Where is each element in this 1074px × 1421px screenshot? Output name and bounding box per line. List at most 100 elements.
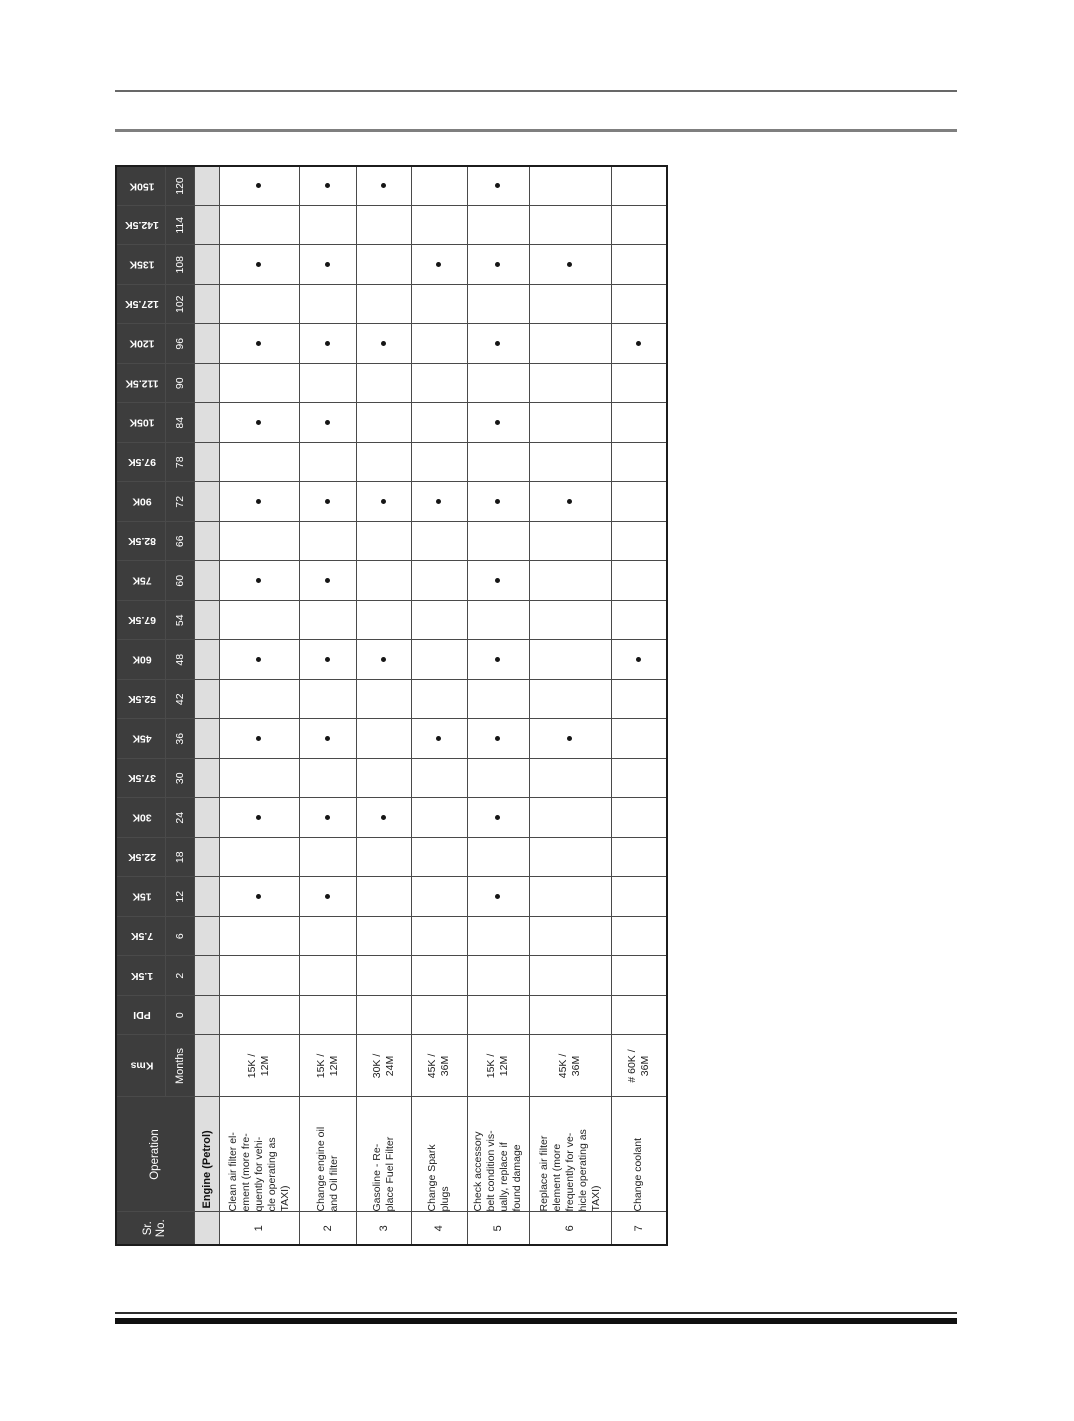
top-rule-1 <box>115 90 957 92</box>
schedule-cell <box>356 166 411 206</box>
schedule-cell <box>219 719 299 759</box>
schedule-cell <box>611 166 667 206</box>
schedule-cell <box>411 245 467 285</box>
schedule-cell <box>529 403 611 443</box>
kms-header-text: 67.5K <box>127 614 156 627</box>
schedule-cell <box>356 284 411 324</box>
kms-header-cell: 67.5K <box>116 600 165 640</box>
schedule-cell <box>299 166 356 206</box>
kms-header-text: 22.5K <box>127 851 156 864</box>
schedule-cell <box>611 482 667 522</box>
service-dot-icon <box>495 341 501 347</box>
schedule-cell <box>299 284 356 324</box>
service-dot-icon <box>380 657 386 663</box>
schedule-cell <box>219 245 299 285</box>
frequency-cell: 15K / 12M <box>467 1035 529 1097</box>
months-header-cell: 84 <box>165 403 194 443</box>
schedule-cell <box>529 719 611 759</box>
operation-cell: Change coolant <box>611 1097 667 1212</box>
section-schedule-spacer <box>194 482 219 522</box>
service-dot-icon <box>495 894 501 900</box>
schedule-cell <box>219 956 299 996</box>
schedule-cell <box>611 363 667 403</box>
schedule-cell <box>611 995 667 1035</box>
kms-header-text: 15K <box>132 890 152 903</box>
service-dot-icon <box>436 499 442 505</box>
service-dot-icon <box>256 578 262 584</box>
service-dot-icon <box>495 578 501 584</box>
service-dot-icon <box>495 736 501 742</box>
sr-number-cell: 1 <box>219 1212 299 1245</box>
schedule-cell <box>219 521 299 561</box>
section-schedule-spacer <box>194 205 219 245</box>
service-dot-icon <box>495 420 501 426</box>
rotated-table-area: Sr. No. Operation Kms PDI 1.5K 7.5K 15K 22.5… <box>115 165 668 1246</box>
section-schedule-spacer <box>194 758 219 798</box>
schedule-cell <box>299 482 356 522</box>
schedule-cell <box>411 956 467 996</box>
section-schedule-spacer <box>194 995 219 1035</box>
schedule-cell <box>411 916 467 956</box>
schedule-cell <box>219 837 299 877</box>
service-dot-icon <box>380 815 386 821</box>
schedule-cell <box>219 284 299 324</box>
schedule-cell <box>219 166 299 206</box>
schedule-cell <box>299 245 356 285</box>
schedule-cell <box>611 640 667 680</box>
kms-header-text: 150K <box>129 180 155 193</box>
months-header-cell: 90 <box>165 363 194 403</box>
schedule-cell <box>219 363 299 403</box>
schedule-cell <box>219 877 299 917</box>
service-dot-icon <box>256 341 262 347</box>
schedule-cell <box>219 798 299 838</box>
schedule-cell <box>467 561 529 601</box>
kms-header-cell: 127.5K <box>116 284 165 324</box>
section-sr-spacer <box>194 1212 219 1245</box>
kms-header-cell: 90K <box>116 482 165 522</box>
service-dot-icon <box>256 499 262 505</box>
kms-header-text: 142.5K <box>124 219 159 232</box>
kms-header-cell: 45K <box>116 719 165 759</box>
schedule-cell <box>611 877 667 917</box>
bottom-rule-thin <box>115 1312 957 1314</box>
top-rule-2 <box>115 129 957 132</box>
schedule-cell <box>529 679 611 719</box>
service-dot-icon <box>324 578 330 584</box>
schedule-cell <box>299 363 356 403</box>
schedule-cell <box>219 995 299 1035</box>
operation-row: 2 Change engine oil and Oil filter 15K / 1… <box>299 166 356 1245</box>
schedule-cell <box>356 205 411 245</box>
schedule-cell <box>611 324 667 364</box>
sr-number-cell: 2 <box>299 1212 356 1245</box>
months-header-cell: 6 <box>165 916 194 956</box>
schedule-cell <box>356 640 411 680</box>
schedule-cell <box>529 561 611 601</box>
schedule-cell <box>219 442 299 482</box>
schedule-cell <box>219 561 299 601</box>
maintenance-schedule-table: Sr. No. Operation Kms PDI 1.5K 7.5K 15K 22.5… <box>115 165 668 1246</box>
schedule-cell <box>299 324 356 364</box>
kms-header-cell: 75K <box>116 561 165 601</box>
months-header-cell: 108 <box>165 245 194 285</box>
schedule-cell <box>299 403 356 443</box>
schedule-cell <box>299 521 356 561</box>
schedule-cell <box>529 324 611 364</box>
service-dot-icon <box>495 657 501 663</box>
months-header-cell: 78 <box>165 442 194 482</box>
operation-row: 5 Check accessory belt condition vis- ual… <box>467 166 529 1245</box>
schedule-cell <box>467 679 529 719</box>
schedule-cell <box>529 758 611 798</box>
operation-cell: Check accessory belt condition vis- uall… <box>467 1097 529 1212</box>
section-schedule-spacer <box>194 600 219 640</box>
months-header-cell: 114 <box>165 205 194 245</box>
section-schedule-spacer <box>194 284 219 324</box>
schedule-cell <box>356 521 411 561</box>
schedule-cell <box>467 205 529 245</box>
schedule-cell <box>411 679 467 719</box>
schedule-cell <box>411 600 467 640</box>
schedule-cell <box>467 284 529 324</box>
kms-header-cell: PDI <box>116 995 165 1035</box>
service-dot-icon <box>256 894 262 900</box>
schedule-cell <box>611 719 667 759</box>
